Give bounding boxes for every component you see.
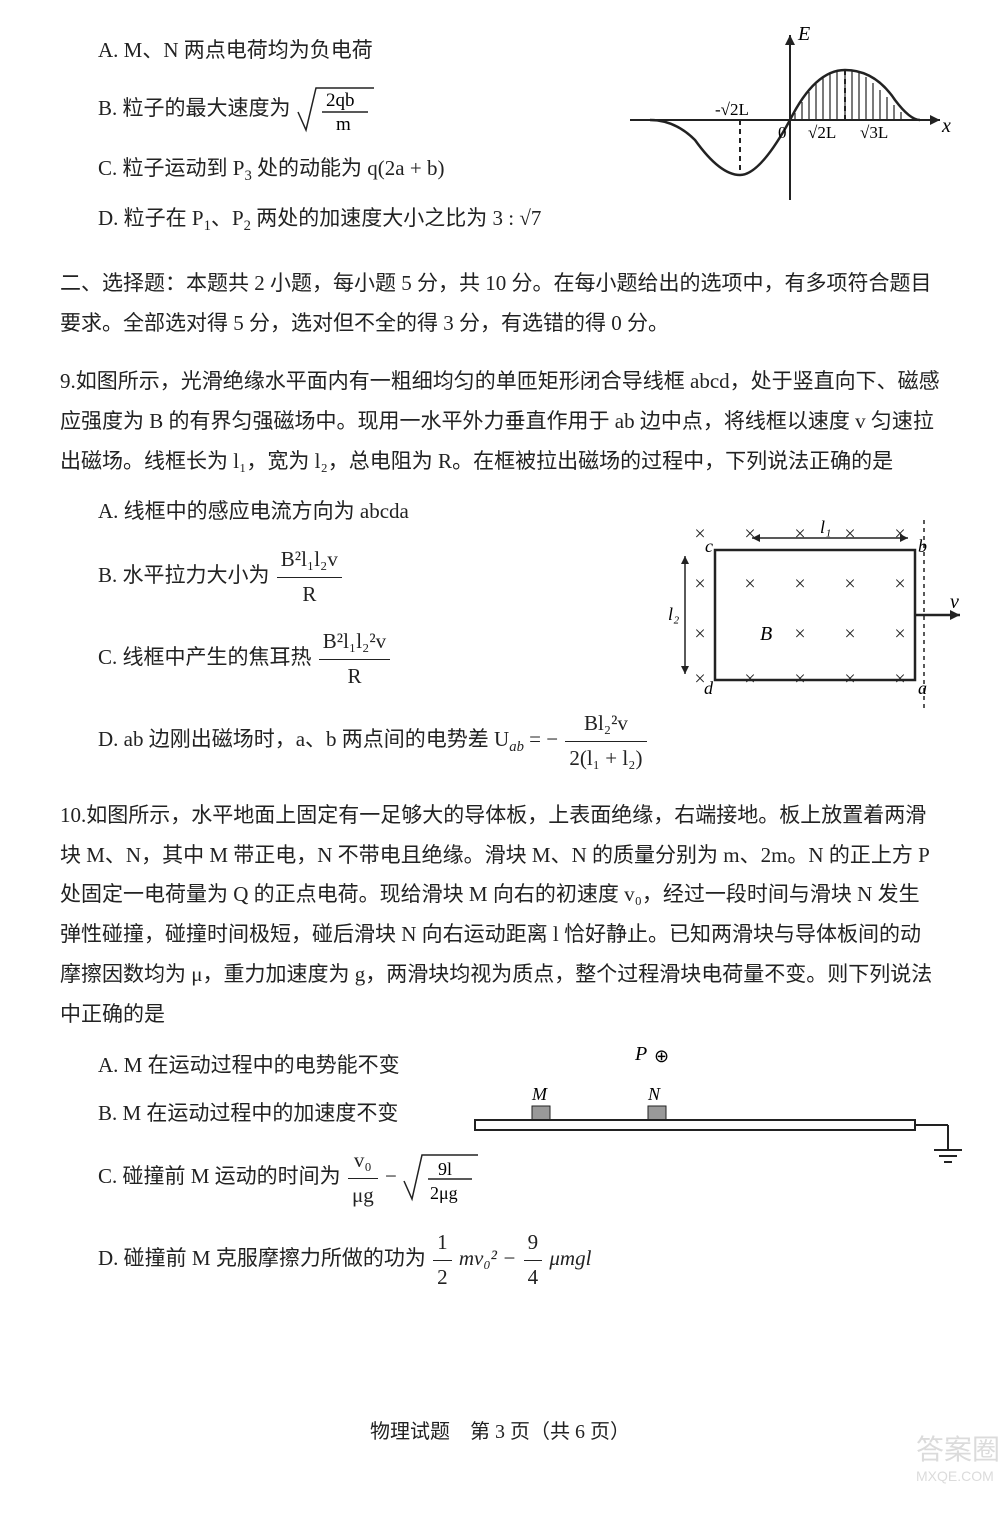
frac: Bl₂²v 2(l₁ + l₂) <box>565 707 646 775</box>
section2-heading: 二、选择题：本题共 2 小题，每小题 5 分，共 10 分。在每小题给出的选项中… <box>60 264 940 344</box>
q9-stem: 9.如图所示，光滑绝缘水平面内有一粗细均匀的单匝矩形闭合导线框 abcd，处于竖… <box>60 362 940 482</box>
den: μg <box>348 1179 378 1213</box>
sn: 9l <box>438 1159 452 1179</box>
opt-prefix: C. 线框中产生的焦耳热 <box>98 645 312 669</box>
opt-prefix: D. 粒子在 P <box>98 206 204 230</box>
opt-text: A. M、N 两点电荷均为负电荷 <box>98 38 373 62</box>
num: B²l₁l₂v <box>277 543 342 578</box>
wm2: MXQE.COM <box>916 1468 1000 1484</box>
svg-text:×: × <box>794 523 805 545</box>
den: R <box>277 578 342 612</box>
svg-text:×: × <box>844 523 855 545</box>
mid: 、P <box>211 206 244 230</box>
mid: mv₀² − <box>459 1246 522 1270</box>
num: Bl₂²v <box>565 707 646 742</box>
sub: 3 <box>244 168 251 184</box>
svg-text:×: × <box>744 573 755 595</box>
b-corner: b <box>918 536 927 556</box>
sub2: 2 <box>244 218 251 234</box>
a-label: a <box>918 678 927 698</box>
svg-text:×: × <box>744 523 755 545</box>
q10-stem: 10.如图所示，水平地面上固定有一足够大的导体板，上表面绝缘，右端接地。板上放置… <box>60 796 940 1035</box>
opt-prefix: B. 水平拉力大小为 <box>98 563 270 587</box>
q8-graph: E x -√2L 0 √2L √3L <box>620 20 960 215</box>
opt-prefix: C. 碰撞前 M 运动的时间为 <box>98 1164 341 1188</box>
svg-text:×: × <box>894 573 905 595</box>
opt-suffix: 两处的加速度大小之比为 3 : √7 <box>251 206 541 230</box>
plate-svg: P ⊕ M N <box>470 1040 970 1180</box>
q10-figure: P ⊕ M N <box>470 1040 970 1185</box>
c-label: c <box>705 536 713 556</box>
frac: B²l₁l₂²v R <box>319 625 390 693</box>
n-label: N <box>647 1084 661 1104</box>
opt-suffix: 处的动能为 q(2a + b) <box>252 156 445 180</box>
tick-neg: -√2L <box>715 100 749 119</box>
frac: B²l₁l₂v R <box>277 543 342 611</box>
suffix: μmgl <box>549 1246 591 1270</box>
num: 1 <box>433 1226 452 1261</box>
tick-r2: √3L <box>860 123 888 142</box>
q9-figure: ××××× ××××× ×××× ××××× l₁ l₂ B c b a d v <box>660 510 970 735</box>
tick-zero: 0 <box>778 123 787 142</box>
svg-text:×: × <box>794 573 805 595</box>
sqrt-den: m <box>336 114 351 135</box>
page-footer: 物理试题 第 3 页（共 6 页） <box>60 1415 940 1444</box>
frac2: 9 4 <box>524 1226 543 1294</box>
axis-x-label: x <box>941 115 951 137</box>
sub: ab <box>509 740 524 756</box>
opt-prefix: B. 粒子的最大速度为 <box>98 95 291 119</box>
num: 9 <box>524 1226 543 1261</box>
svg-text:×: × <box>894 623 905 645</box>
watermark: 答案圈 MXQE.COM <box>916 1428 1000 1484</box>
d-label: d <box>704 678 714 698</box>
svg-text:×: × <box>694 623 705 645</box>
sqrt-expr: 2qb m <box>296 95 376 119</box>
opt-prefix: D. ab 边刚出磁场时，a、b 两点间的电势差 U <box>98 727 509 751</box>
sub1: 1 <box>204 218 211 234</box>
frac1: 1 2 <box>433 1226 452 1294</box>
loop-svg: ××××× ××××× ×××× ××××× l₁ l₂ B c b a d v <box>660 510 970 730</box>
l1-label: l₁ <box>820 517 831 537</box>
svg-text:×: × <box>844 573 855 595</box>
den: 2 <box>433 1261 452 1295</box>
den: R <box>319 660 390 694</box>
den: 2(l₁ + l₂) <box>565 742 646 776</box>
l2-label: l₂ <box>668 604 679 624</box>
sd: 2μg <box>430 1183 458 1203</box>
opt-prefix: D. 碰撞前 M 克服摩擦力所做的功为 <box>98 1246 426 1270</box>
den: 4 <box>524 1261 543 1295</box>
axis-y-label: E <box>797 23 810 45</box>
m-label: M <box>531 1084 548 1104</box>
v-label: v <box>950 591 959 613</box>
num: B²l₁l₂²v <box>319 625 390 660</box>
p-label: P <box>634 1043 647 1065</box>
sqrt-frac: 9l 2μg <box>402 1164 480 1188</box>
efield-curve-svg: E x -√2L 0 √2L √3L <box>620 20 960 210</box>
b-label: B <box>760 623 772 645</box>
svg-text:×: × <box>694 573 705 595</box>
minus: − <box>385 1164 402 1188</box>
eq: = − <box>524 727 558 751</box>
opt-prefix: C. 粒子运动到 P <box>98 156 244 180</box>
tick-r1: √2L <box>808 123 836 142</box>
svg-text:×: × <box>694 523 705 545</box>
q10-opt-d: D. 碰撞前 M 克服摩擦力所做的功为 1 2 mv₀² − 9 4 μmgl <box>98 1226 940 1294</box>
sqrt-num: 2qb <box>326 90 355 111</box>
num: v₀ <box>348 1144 378 1179</box>
wm1: 答案圈 <box>916 1428 1000 1468</box>
svg-text:×: × <box>794 623 805 645</box>
plus-icon: ⊕ <box>654 1046 669 1066</box>
svg-text:×: × <box>844 623 855 645</box>
frac1: v₀ μg <box>348 1144 378 1212</box>
